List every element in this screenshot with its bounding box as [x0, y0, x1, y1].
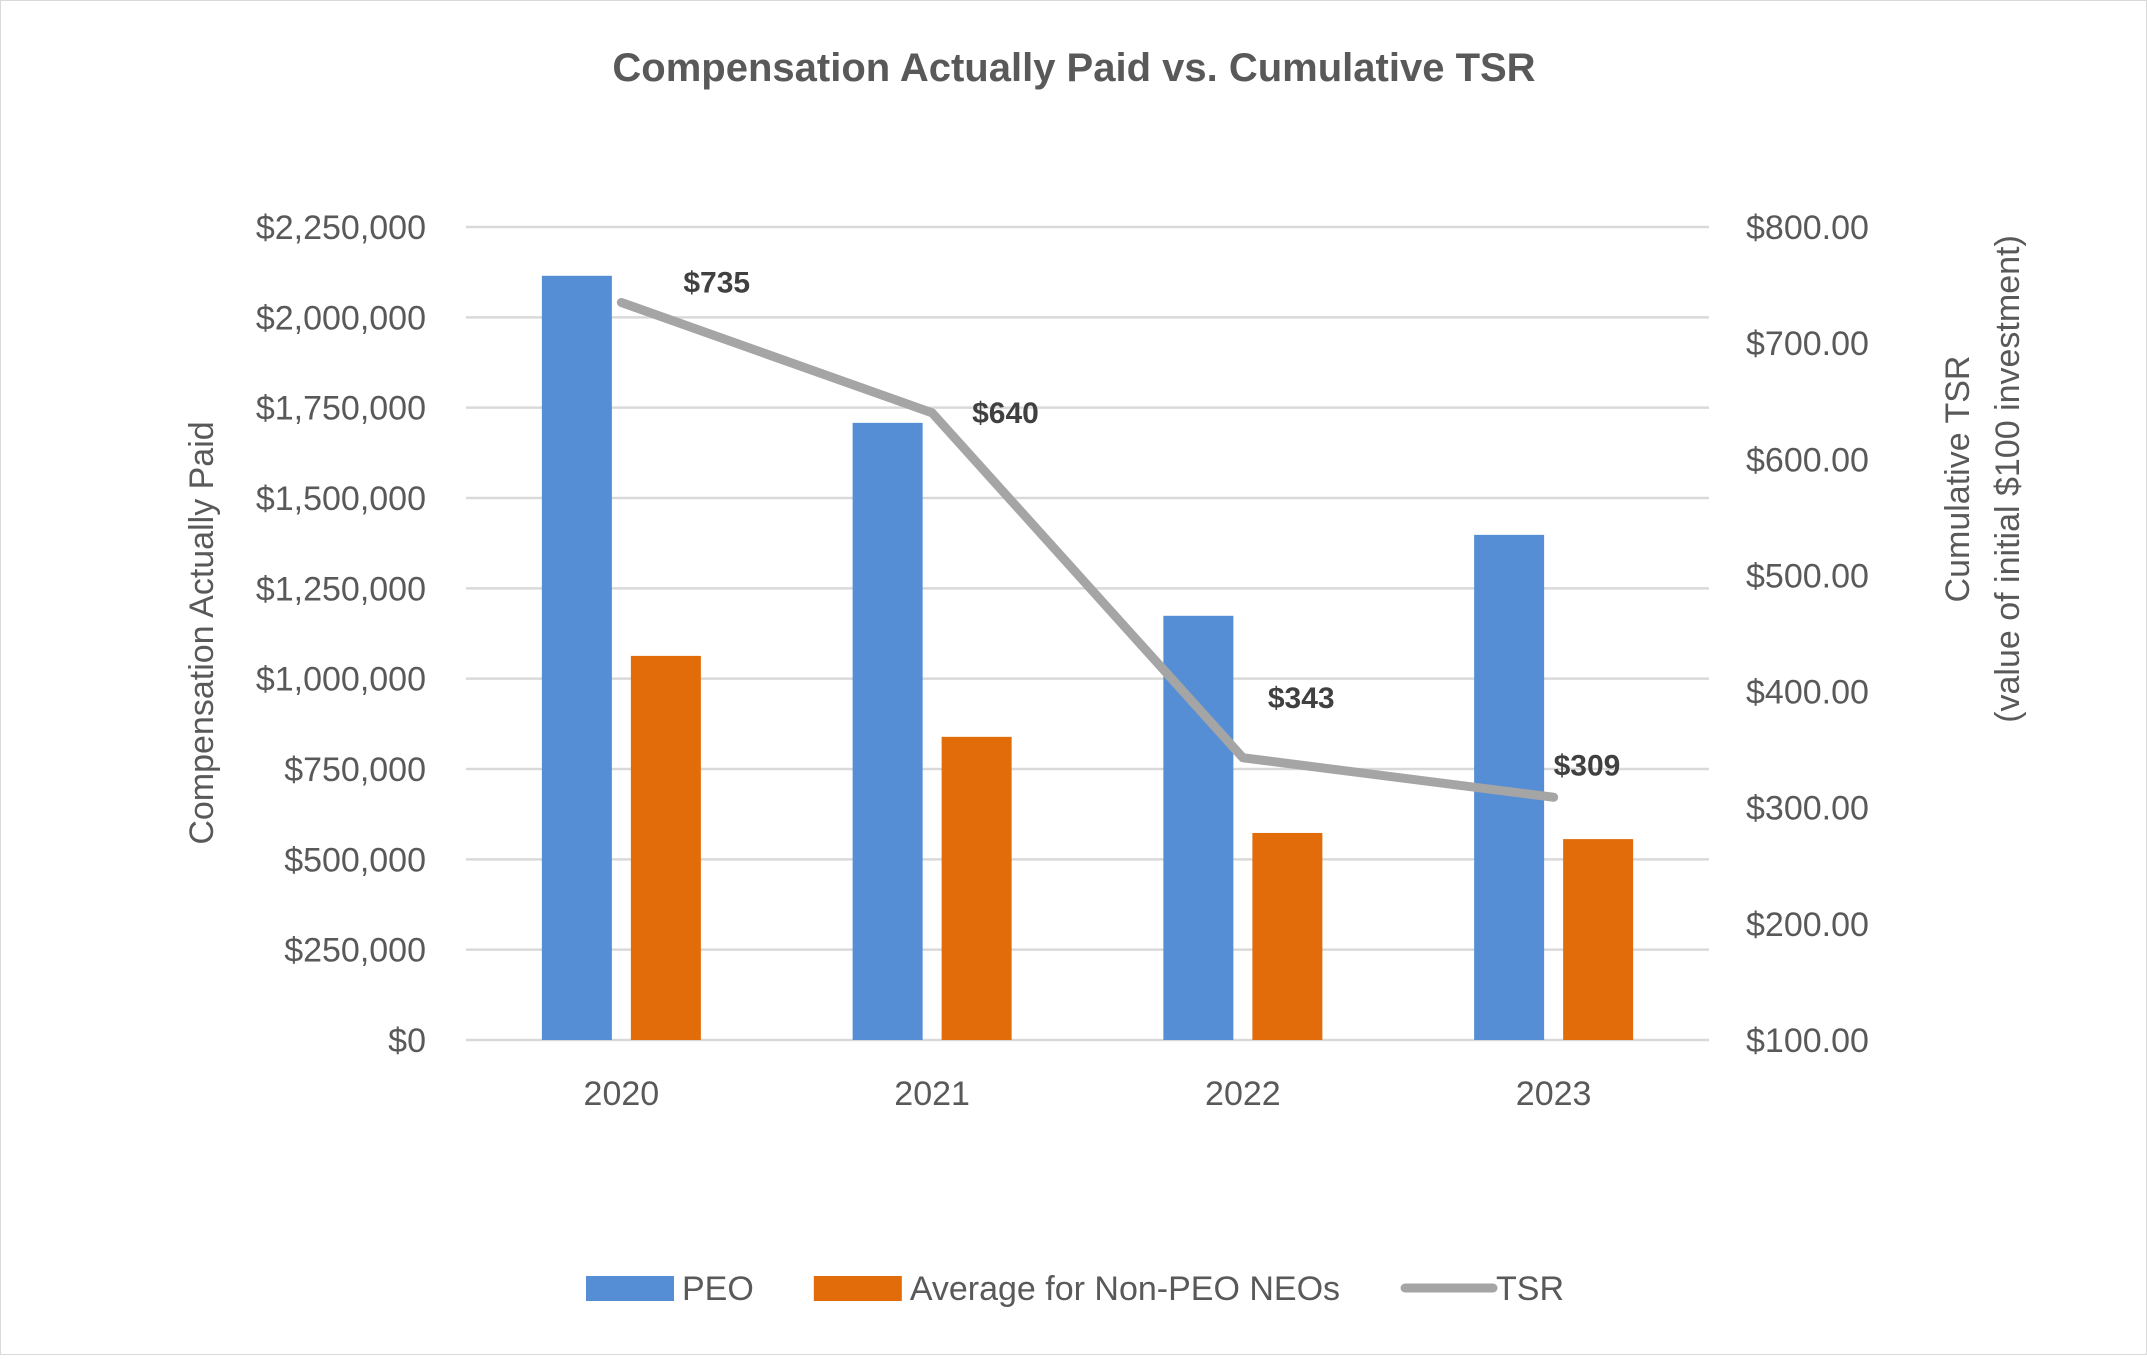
bar-non-peo-neo-2020: [631, 656, 701, 1040]
y-tick-label-left: $2,000,000: [256, 299, 426, 337]
y-tick-label-left: $2,250,000: [256, 209, 426, 247]
x-tick-label: 2021: [894, 1075, 970, 1113]
tsr-line-group: $735 $640 $343 $309: [621, 266, 1620, 797]
legend-swatch-peo: [586, 1276, 674, 1301]
y-tick-label-right: $500.00: [1746, 557, 1869, 595]
y-tick-label-left: $0: [388, 1022, 426, 1060]
tsr-data-label-2023: $309: [1554, 749, 1621, 782]
y-tick-label-left: $1,000,000: [256, 661, 426, 699]
y-tick-label-right: $700.00: [1746, 325, 1869, 363]
legend-label: PEO: [682, 1270, 754, 1308]
y-tick-label-left: $500,000: [284, 841, 426, 879]
y-tick-label-right: $600.00: [1746, 441, 1869, 479]
bar-non-peo-neo-2021: [942, 737, 1012, 1040]
y-axis-left-title: Compensation Actually Paid: [183, 421, 221, 844]
y-tick-label-left: $750,000: [284, 751, 426, 789]
x-axis: 2020 2021 2022 2023: [584, 1075, 1592, 1113]
legend-swatch-non-peo-neo: [814, 1276, 902, 1301]
bar-non-peo-neo-2023: [1563, 839, 1633, 1040]
y-axis-right: $100.00 $200.00 $300.00 $400.00 $500.00 $600.…: [1746, 209, 1869, 1060]
tsr-data-label-2021: $640: [972, 397, 1039, 430]
y-axis-left: $0 $250,000 $500,000 $750,000 $1,000,000 $1,2…: [256, 209, 426, 1060]
x-tick-label: 2023: [1516, 1075, 1592, 1113]
tsr-data-label-2020: $735: [683, 266, 750, 299]
y-tick-label-left: $1,750,000: [256, 390, 426, 428]
y-tick-label-right: $800.00: [1746, 209, 1869, 247]
chart-title: Compensation Actually Paid vs. Cumulativ…: [612, 46, 1535, 90]
y-tick-label-right: $400.00: [1746, 674, 1869, 712]
y-tick-label-right: $200.00: [1746, 906, 1869, 944]
legend-label: TSR: [1496, 1270, 1564, 1308]
bar-peo-2020: [542, 276, 612, 1040]
tsr-line: [621, 302, 1553, 797]
legend: PEO Average for Non-PEO NEOs TSR: [586, 1270, 1564, 1308]
x-tick-label: 2020: [584, 1075, 660, 1113]
y-tick-label-left: $250,000: [284, 932, 426, 970]
y-tick-label-right: $300.00: [1746, 790, 1869, 828]
y-axis-right-title-line2: (value of initial $100 investment): [1989, 235, 2027, 723]
y-axis-right-title-line1: Cumulative TSR: [1939, 356, 1977, 603]
bars: [542, 276, 1633, 1040]
bar-non-peo-neo-2022: [1252, 833, 1322, 1040]
legend-label: Average for Non-PEO NEOs: [910, 1270, 1340, 1308]
y-tick-label-left: $1,500,000: [256, 480, 426, 518]
bar-peo-2021: [853, 423, 923, 1040]
y-tick-label-left: $1,250,000: [256, 570, 426, 608]
y-tick-label-right: $100.00: [1746, 1022, 1869, 1060]
x-tick-label: 2022: [1205, 1075, 1281, 1113]
tsr-data-label-2022: $343: [1268, 682, 1335, 715]
